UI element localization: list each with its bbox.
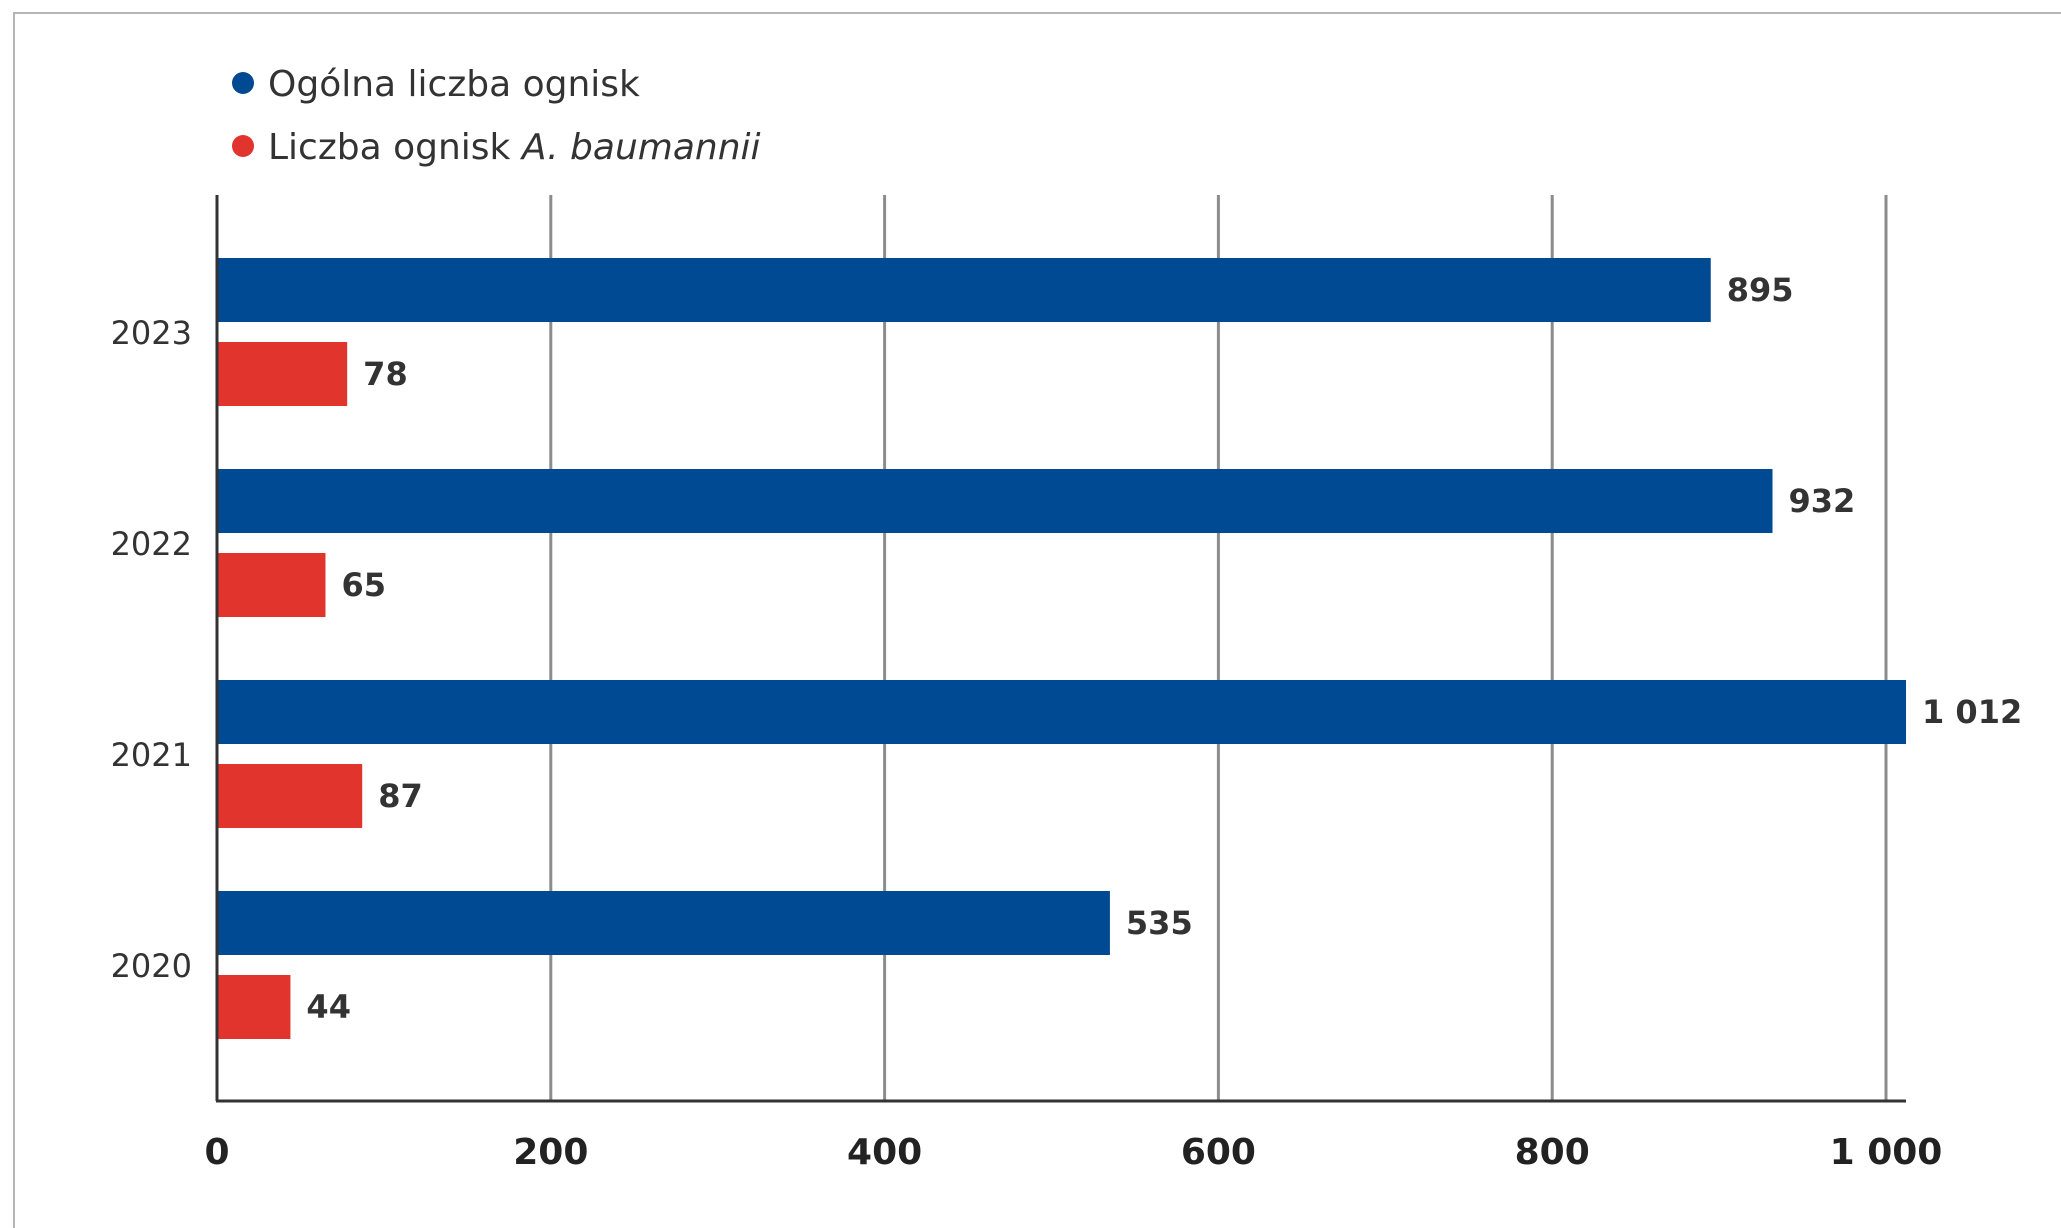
chart-frame [13,12,2061,1228]
labels: 0 200 400 600 800 1 000 2023 895 78 2022 932 65 2021… [111,271,2023,1173]
value-label-baumannii-2020: 44 [306,988,351,1026]
bar-baumannii-2022 [217,553,326,617]
x-tick-label-0: 0 [204,1132,229,1173]
value-label-baumannii-2022: 65 [341,566,386,604]
value-label-total-2022: 932 [1789,482,1856,520]
x-tick-label-800: 800 [1515,1132,1590,1173]
legend-label-baumannii: Liczba ognisk A. baumannii [268,127,761,168]
value-label-total-2021: 1 012 [1922,693,2022,731]
category-label-2022: 2022 [111,525,192,563]
bar-total-2023 [217,258,1711,322]
bar-baumannii-2021 [217,764,363,828]
value-label-total-2020: 535 [1126,904,1193,942]
value-label-total-2023: 895 [1727,271,1794,309]
legend: Ogólna liczba ognisk Liczba ognisk A. ba… [232,64,761,168]
legend-label-baumannii-prefix: Liczba ognisk [268,127,522,168]
legend-label-total: Ogólna liczba ognisk [268,64,640,105]
category-label-2021: 2021 [111,736,192,774]
x-tick-label-600: 600 [1181,1132,1256,1173]
legend-label-baumannii-species: A. baumannii [520,127,761,168]
x-tick-label-1000: 1 000 [1830,1132,1943,1173]
value-label-baumannii-2021: 87 [378,777,423,815]
axes [215,195,1906,1103]
category-label-2023: 2023 [111,314,192,352]
legend-marker-total [232,72,254,94]
category-label-2020: 2020 [111,947,192,985]
bar-baumannii-2020 [217,975,291,1039]
bar-total-2020 [217,891,1110,955]
bars [217,258,1907,1039]
x-tick-label-400: 400 [847,1132,922,1173]
bar-total-2022 [217,469,1773,533]
value-label-baumannii-2023: 78 [363,355,408,393]
x-tick-label-200: 200 [513,1132,588,1173]
grid-lines [549,195,1888,1101]
bar-total-2021 [217,680,1907,744]
bar-baumannii-2023 [217,342,348,406]
legend-marker-baumannii [232,135,254,157]
